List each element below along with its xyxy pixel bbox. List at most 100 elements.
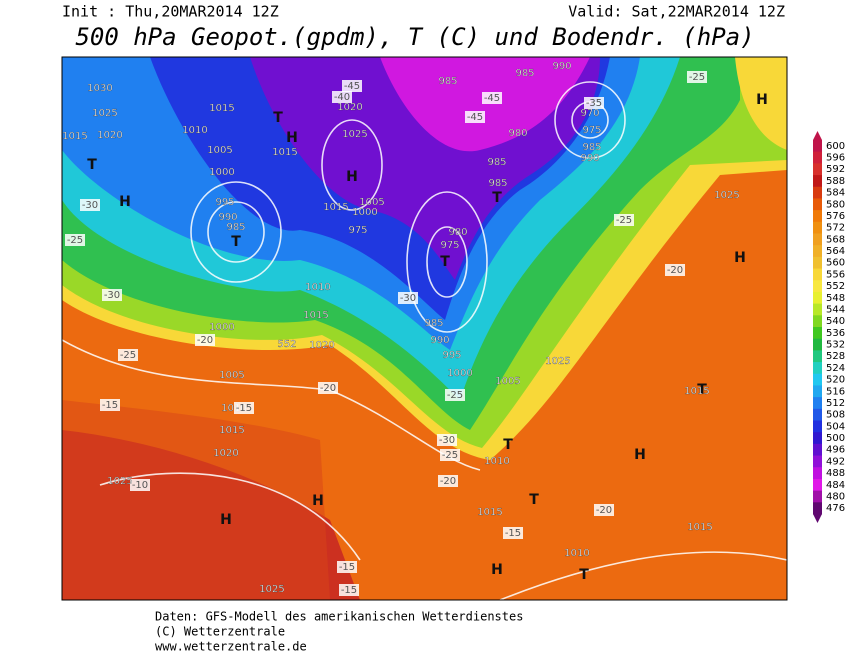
map-frame (61, 56, 788, 601)
pressure-center: H (220, 512, 232, 528)
isobar-label: 990 (430, 335, 449, 346)
colorbar-cell (813, 443, 822, 457)
colorbar-arrow (813, 131, 822, 140)
colorbar-label: 596 (826, 153, 845, 164)
colorbar-label: 536 (826, 328, 845, 339)
isobar-label: 975 (348, 225, 367, 236)
isobar-label: 1015 (323, 202, 348, 213)
field (62, 400, 330, 600)
colorbar-cell (813, 291, 822, 305)
label-box (665, 264, 685, 276)
pressure-center: H (491, 562, 503, 578)
colorbar-cell (813, 338, 822, 351)
colorbar-label: 568 (826, 234, 845, 245)
colorbar-label: 592 (826, 164, 845, 175)
isobar-label: 1010 (564, 548, 589, 559)
label-box (398, 292, 418, 304)
colorbar-cell (813, 397, 822, 410)
label-box (234, 402, 254, 414)
colorbar-label: 492 (826, 456, 845, 467)
colorbar-cell (813, 256, 822, 270)
label-box (118, 349, 138, 361)
colorbar-cell (813, 175, 822, 188)
pressure-center: T (440, 254, 450, 270)
temperature-label: -15 (102, 400, 118, 411)
colorbar-label: 580 (826, 199, 845, 210)
label-box (687, 71, 707, 83)
colorbar-label: 512 (826, 398, 845, 409)
temperature-label: -45 (344, 81, 360, 92)
colorbar-label: 504 (826, 421, 845, 432)
isobar-label: 1005 (219, 370, 244, 381)
colorbar-cell (813, 186, 822, 199)
colorbar-cell (813, 478, 822, 492)
isobar-label: 1005 (359, 197, 384, 208)
temperature-label: -15 (505, 528, 521, 539)
temperature-label: -25 (442, 450, 458, 461)
isobar-label: 1020 (309, 340, 334, 351)
temperature-label: -25 (120, 350, 136, 361)
map (61, 56, 788, 601)
colorbar-label: 500 (826, 433, 845, 444)
isobar-label: 1000 (447, 368, 472, 379)
label-box (318, 382, 338, 394)
colorbar-cell (813, 432, 822, 445)
colorbar-cell (813, 455, 822, 468)
temperature-label: -35 (586, 98, 602, 109)
temperature-label: -10 (132, 480, 148, 491)
colorbar-cell (813, 327, 822, 340)
temperature-label: -25 (447, 390, 463, 401)
temperature-label: -30 (400, 293, 416, 304)
footer-line: www.wetterzentrale.de (155, 640, 307, 654)
pressure-center: T (503, 437, 513, 453)
colorbar-label: 496 (826, 445, 845, 456)
isobar-label: 552 (277, 339, 296, 350)
temperature-label: -30 (104, 290, 120, 301)
isobar-label: 975 (582, 125, 601, 136)
isobar-label: 975 (440, 240, 459, 251)
temperature-label: -15 (341, 585, 357, 596)
isobar-label: 1020 (213, 448, 238, 459)
isobar-label: 1025 (545, 356, 570, 367)
colorbar-label: 588 (826, 176, 845, 187)
temperature-label: -15 (236, 403, 252, 414)
colorbar-cell (813, 362, 822, 375)
temperature-label: -20 (667, 265, 683, 276)
colorbar-cell (813, 373, 822, 386)
isobar-label: 1005 (495, 376, 520, 387)
temperature-label: -40 (334, 92, 350, 103)
label-box (339, 584, 359, 596)
colorbar-label: 552 (826, 281, 845, 292)
pressure-center: H (734, 250, 746, 266)
colorbar-cell (813, 245, 822, 258)
pressure-center: T (579, 567, 589, 583)
colorbar-label: 572 (826, 223, 845, 234)
colorbar-cell (813, 140, 822, 153)
colorbar-cell (813, 420, 822, 433)
colorbar-cell (813, 221, 822, 234)
temperature-label: -25 (67, 235, 83, 246)
temperature-label: -15 (339, 562, 355, 573)
colorbar-cell (813, 350, 822, 363)
colorbar-cell (813, 385, 822, 398)
isobar-label: 1000 (209, 167, 234, 178)
label-box (65, 234, 85, 246)
isobar-label: 985 (582, 142, 601, 153)
pressure-center: H (756, 92, 768, 108)
colorbar-cell (813, 303, 822, 316)
pressure-center: T (87, 157, 97, 173)
colorbar-label: 576 (826, 211, 845, 222)
isobar-label: 985 (487, 157, 506, 168)
colorbar-label: 556 (826, 269, 845, 280)
init-time: Init : Thu,20MAR2014 12Z (62, 3, 279, 21)
pressure-center: T (492, 190, 502, 206)
isobar-label: 985 (488, 178, 507, 189)
title: 500 hPa Geopot.(gpdm), T (C) und Bodendr… (75, 23, 754, 51)
isobar-label: 1020 (337, 102, 362, 113)
isobar-label: 1015 (684, 386, 709, 397)
isobar-label: 1030 (87, 83, 112, 94)
isobar-label: 985 (515, 68, 534, 79)
label-box (342, 80, 362, 92)
